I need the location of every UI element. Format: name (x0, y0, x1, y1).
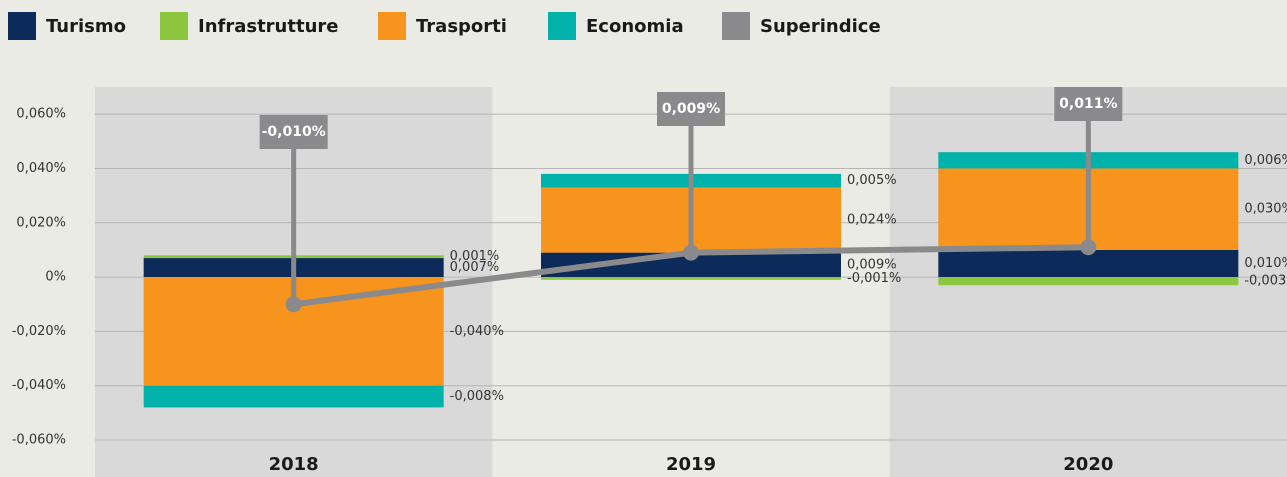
data-label: -0,040% (450, 324, 504, 339)
data-label: 0,005% (847, 173, 897, 188)
line-point (1080, 239, 1097, 256)
legend-swatch (378, 12, 406, 40)
data-label: 0,009% (847, 257, 897, 272)
bar-segment (541, 277, 841, 280)
legend-label: Infrastrutture (198, 16, 338, 37)
callout-box (259, 115, 328, 149)
callout-label: 0,011% (1059, 96, 1117, 112)
legend-swatch (8, 12, 36, 40)
callout-label: -0,010% (262, 124, 326, 140)
x-tick-label: 2020 (1063, 454, 1113, 475)
y-tick-label: 0,040% (16, 161, 66, 176)
callout-box (657, 92, 725, 126)
callout-label: 0,009% (662, 101, 720, 117)
data-label: 0,030% (1244, 202, 1287, 217)
x-tick-label: 2018 (269, 454, 319, 475)
legend-swatch (722, 12, 750, 40)
data-label: 0,006% (1244, 153, 1287, 168)
y-tick-label: -0,060% (12, 433, 66, 448)
data-label: -0,001% (847, 271, 901, 286)
legend-swatch (160, 12, 188, 40)
y-tick-label: 0% (45, 270, 66, 285)
callout-box (1054, 87, 1123, 121)
data-label: -0,008% (450, 389, 504, 404)
data-label: 0,001% (450, 249, 500, 264)
legend-label: Superindice (760, 16, 881, 37)
data-label: 0,007% (450, 260, 500, 275)
data-label: -0,003% (1244, 274, 1287, 289)
y-tick-label: -0,020% (12, 324, 66, 339)
bar-segment (938, 277, 1239, 286)
line-point (285, 296, 302, 313)
legend-swatch (548, 12, 576, 40)
y-tick-label: 0,020% (16, 215, 66, 230)
y-tick-label: -0,040% (12, 378, 66, 393)
legend-label: Economia (586, 16, 684, 37)
bar-segment (143, 385, 444, 408)
line-point (683, 244, 699, 261)
legend-label: Trasporti (416, 16, 507, 37)
data-label: 0,010% (1244, 256, 1287, 271)
legend-label: Turismo (46, 16, 126, 37)
y-tick-label: 0,060% (16, 107, 66, 122)
data-label: 0,024% (847, 213, 897, 228)
x-tick-label: 2019 (666, 454, 716, 475)
